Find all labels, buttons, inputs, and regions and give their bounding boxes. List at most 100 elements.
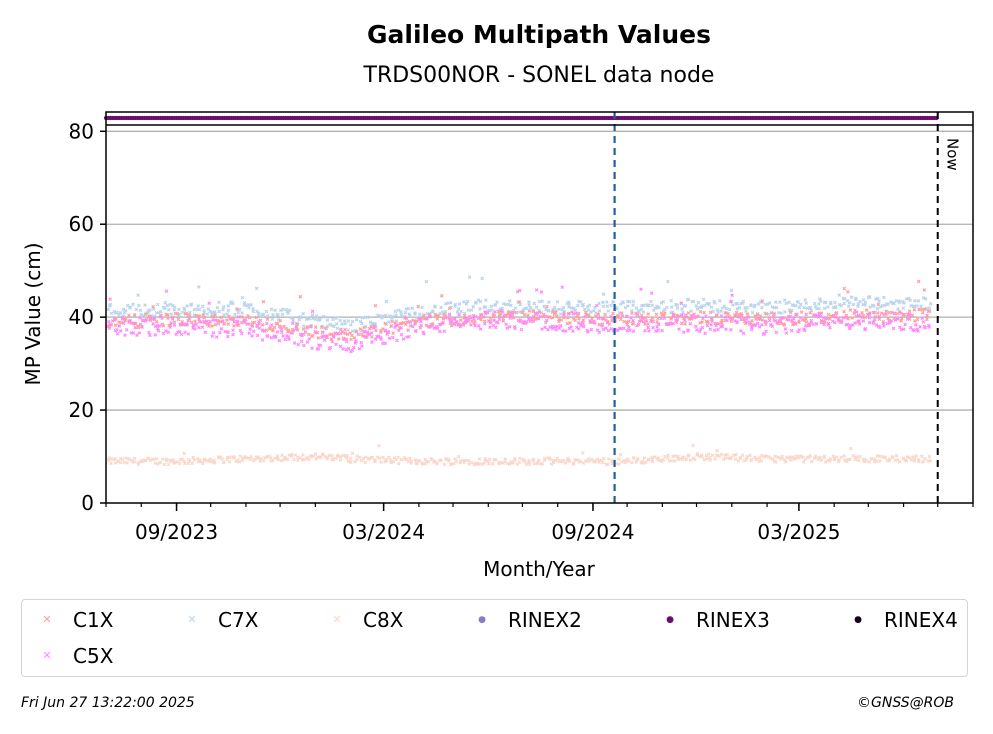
point-c1x: [362, 325, 366, 330]
point-c5x: [708, 327, 713, 332]
point-c5x: [277, 338, 282, 343]
point-c8x: [467, 462, 472, 467]
point-c1x: [226, 322, 231, 326]
point-c5x: [369, 331, 374, 335]
point-c7x: [572, 306, 577, 311]
point-c7x: [817, 302, 821, 306]
point-c7x: [631, 303, 635, 308]
point-c5x: [207, 301, 212, 306]
point-c1x: [726, 311, 730, 316]
point-c1x: [265, 317, 270, 321]
point-c8x: [346, 459, 351, 464]
point-c7x: [249, 302, 253, 307]
point-c8x: [335, 453, 340, 458]
point-c5x: [296, 342, 301, 347]
point-c1x: [646, 322, 650, 326]
point-c8x: [734, 452, 738, 457]
point-c5x: [635, 313, 640, 317]
point-c8x: [182, 451, 187, 456]
point-c5x: [131, 331, 136, 335]
point-c5x: [507, 324, 512, 329]
point-c8x: [341, 453, 346, 458]
legend-label: RINEX4: [884, 608, 958, 632]
point-c1x: [646, 312, 650, 316]
point-c5x: [589, 327, 594, 332]
point-c5x: [452, 322, 457, 327]
point-c8x: [498, 460, 503, 465]
point-c7x: [261, 313, 266, 317]
point-c5x: [473, 314, 478, 319]
point-c7x: [782, 298, 787, 302]
point-c7x: [669, 298, 674, 303]
point-c5x: [315, 347, 320, 351]
point-c8x: [162, 462, 167, 467]
point-c1x: [912, 308, 917, 312]
point-c8x: [276, 457, 280, 462]
point-c7x: [231, 301, 235, 306]
x-axis: 09/2023 03/2024 09/2024 03/2025: [105, 503, 974, 544]
point-c5x: [903, 322, 907, 327]
point-c5x: [290, 321, 295, 326]
point-c5x: [199, 320, 203, 324]
point-c5x: [183, 330, 187, 335]
point-c8x: [905, 455, 910, 459]
point-c1x: [441, 317, 446, 321]
point-c7x: [569, 306, 574, 310]
point-c7x: [552, 305, 557, 310]
point-c8x: [363, 460, 367, 465]
point-c5x: [205, 319, 209, 323]
point-c7x: [767, 301, 772, 305]
point-c5x: [378, 335, 383, 340]
point-c1x: [627, 319, 631, 324]
point-c5x: [169, 321, 173, 325]
point-c8x: [808, 453, 813, 458]
point-c8x: [256, 455, 260, 459]
x-tick-label: 09/2024: [551, 520, 634, 544]
point-c7x: [829, 301, 833, 306]
point-c7x: [557, 307, 561, 312]
point-c1x: [555, 314, 559, 318]
point-c5x: [586, 330, 590, 334]
point-c8x: [693, 457, 697, 462]
point-c5x: [694, 315, 698, 319]
point-c8x: [275, 454, 280, 458]
point-c5x: [824, 316, 828, 321]
point-c1x: [271, 329, 275, 333]
point-c5x: [264, 321, 269, 326]
legend-marker: ●: [666, 615, 674, 625]
point-c5x: [544, 318, 549, 323]
point-c5x: [811, 322, 815, 327]
point-c5x: [649, 291, 654, 296]
point-c5x: [213, 318, 218, 322]
point-c8x: [320, 452, 325, 456]
point-c5x: [837, 319, 841, 324]
point-c7x: [524, 306, 529, 311]
point-c5x: [302, 343, 306, 348]
y-tick-label: 0: [81, 491, 94, 515]
point-c5x: [275, 330, 280, 334]
point-c7x: [172, 308, 177, 312]
point-c1x: [462, 313, 467, 318]
point-c8x: [921, 460, 925, 464]
point-c8x: [819, 458, 824, 463]
point-c1x: [550, 316, 555, 320]
point-c8x: [389, 460, 393, 465]
point-c5x: [916, 329, 920, 333]
point-c1x: [313, 325, 318, 329]
point-c5x: [786, 318, 791, 322]
point-c7x: [376, 313, 380, 318]
point-c1x: [260, 323, 265, 327]
point-c8x: [646, 457, 651, 461]
point-c5x: [178, 323, 183, 327]
point-c8x: [309, 453, 313, 458]
point-c1x: [527, 309, 532, 313]
point-c1x: [910, 313, 915, 317]
point-c7x: [266, 314, 270, 318]
point-c5x: [671, 321, 676, 326]
point-c5x: [245, 322, 249, 326]
point-c8x: [165, 458, 169, 463]
legend-label: C1X: [73, 608, 114, 632]
point-c5x: [308, 324, 313, 329]
point-c7x: [581, 302, 586, 307]
point-c8x: [828, 459, 832, 464]
